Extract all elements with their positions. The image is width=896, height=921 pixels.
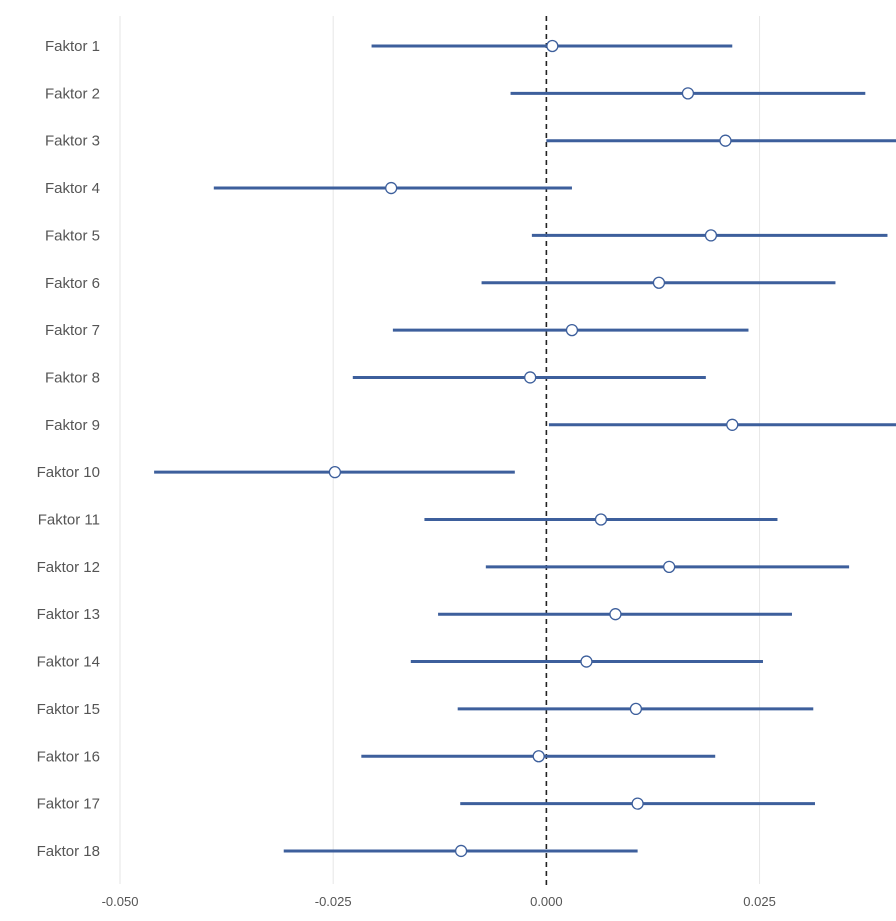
category-label: Faktor 9 <box>45 417 100 434</box>
category-label: Faktor 7 <box>45 322 100 339</box>
category-label: Faktor 14 <box>37 654 100 671</box>
category-label: Faktor 12 <box>37 559 100 576</box>
point-estimate <box>328 465 342 479</box>
point-estimate <box>609 608 622 621</box>
category-label: Faktor 16 <box>37 748 100 765</box>
point-estimate <box>681 87 695 100</box>
x-tick-label: 0.025 <box>743 894 776 909</box>
point-estimate <box>532 750 545 763</box>
point-estimate <box>580 655 593 668</box>
point-estimate <box>594 513 608 526</box>
x-tick-label-layer: -0.050 -0.025 0.000 0.025 <box>102 894 776 909</box>
category-label: Faktor 18 <box>37 843 100 860</box>
point-estimate <box>385 181 398 195</box>
x-tick-label: 0.000 <box>530 894 563 909</box>
point-estimate <box>629 702 643 716</box>
point-estimate <box>719 134 732 147</box>
category-label-layer: Faktor 1 Faktor 2 Faktor 3 Faktor 4 Faktor 5… <box>37 38 100 860</box>
category-label: Faktor 5 <box>45 227 100 244</box>
category-label: Faktor 4 <box>45 180 100 197</box>
category-label: Faktor 2 <box>45 85 100 102</box>
point-estimate <box>652 276 666 289</box>
point-estimate <box>524 371 537 384</box>
category-label: Faktor 1 <box>45 38 100 55</box>
point-estimate <box>704 229 718 242</box>
category-label: Faktor 10 <box>37 464 100 481</box>
point-estimate <box>454 844 468 858</box>
category-label: Faktor 6 <box>45 275 100 292</box>
x-tick-label: -0.025 <box>315 894 352 909</box>
interval-layer <box>154 44 896 853</box>
category-label: Faktor 11 <box>38 512 100 529</box>
category-label: Faktor 17 <box>37 796 100 813</box>
category-label: Faktor 13 <box>37 606 100 623</box>
point-estimate <box>546 39 559 53</box>
point-estimate <box>663 560 676 573</box>
category-label: Faktor 8 <box>45 369 100 386</box>
point-estimate <box>565 323 579 337</box>
estimate-layer <box>328 39 739 858</box>
category-label: Faktor 15 <box>37 701 100 718</box>
point-estimate <box>631 797 644 810</box>
category-label: Faktor 3 <box>45 133 100 150</box>
x-tick-label: -0.050 <box>102 894 139 909</box>
point-estimate <box>726 418 739 431</box>
grid-layer <box>119 16 761 884</box>
